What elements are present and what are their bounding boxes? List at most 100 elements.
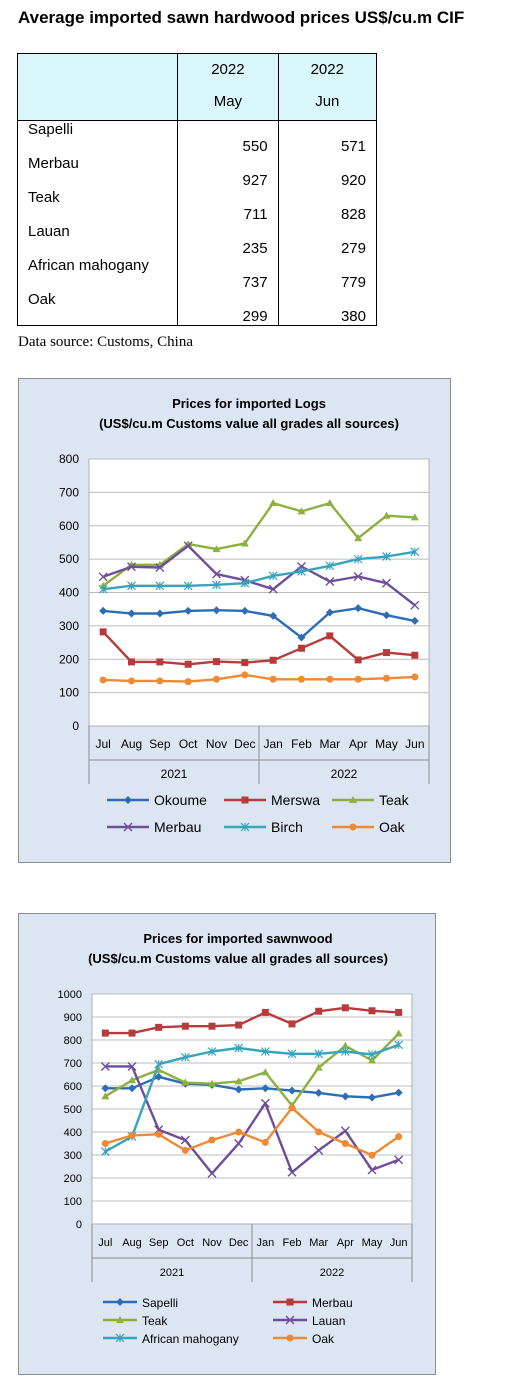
data-point-marker xyxy=(410,547,420,557)
price-table: 2022 May 2022 Jun Sapelli Merbau Teak La… xyxy=(16,53,378,326)
x-tick-label: Jun xyxy=(405,737,424,751)
x-tick-label: Oct xyxy=(177,1237,194,1249)
data-point-marker xyxy=(315,1007,323,1015)
data-point-marker xyxy=(234,1139,244,1148)
x-tick-label: Jan xyxy=(256,1237,274,1249)
data-point-marker xyxy=(155,1130,163,1138)
legend-label: Teak xyxy=(379,792,410,808)
data-point-marker xyxy=(383,649,390,657)
data-point-marker xyxy=(288,1086,296,1095)
data-point-marker xyxy=(325,576,335,586)
data-point-marker xyxy=(349,796,357,803)
price-value: 550 xyxy=(242,138,268,155)
data-point-marker xyxy=(184,540,193,548)
data-point-marker xyxy=(260,1098,270,1108)
data-point-marker xyxy=(240,606,249,615)
data-point-marker xyxy=(156,658,164,666)
series-line xyxy=(105,1006,399,1035)
data-point-marker xyxy=(212,545,221,553)
data-point-marker xyxy=(261,1138,269,1146)
table-header-jun: 2022 Jun xyxy=(277,53,378,121)
x-tick-label: Apr xyxy=(337,1237,354,1249)
data-point-marker xyxy=(383,674,390,682)
data-point-marker xyxy=(382,552,391,561)
jun-values-column: 571 920 828 279 779 380 xyxy=(277,120,378,326)
price-value: 828 xyxy=(340,206,366,223)
data-point-marker xyxy=(184,678,192,686)
species-name: Sapelli xyxy=(28,121,74,138)
data-point-marker xyxy=(354,534,363,542)
data-point-marker xyxy=(241,796,249,804)
price-value: 380 xyxy=(340,308,366,325)
chart-subtitle: (US$/cu.m Customs value all grades all s… xyxy=(88,951,388,966)
data-point-marker xyxy=(128,1029,136,1037)
data-point-marker xyxy=(128,1076,136,1084)
header-year: 2022 xyxy=(211,61,245,78)
data-point-marker xyxy=(181,1146,189,1154)
data-point-marker xyxy=(154,1059,164,1069)
x-tick-label: Mar xyxy=(309,1237,328,1249)
series-line xyxy=(105,1065,400,1175)
data-point-marker xyxy=(368,1007,376,1015)
data-point-marker xyxy=(207,1168,217,1178)
data-point-marker xyxy=(128,658,135,666)
data-point-marker xyxy=(326,675,334,683)
data-point-marker xyxy=(240,539,249,547)
legend-label: Teak xyxy=(142,1314,168,1328)
data-point-marker xyxy=(368,1093,376,1102)
header-year: 2022 xyxy=(310,61,344,78)
price-value: 737 xyxy=(242,274,268,291)
data-point-marker xyxy=(382,611,391,620)
data-point-marker xyxy=(212,569,221,579)
series-line xyxy=(104,1032,400,1107)
legend-label: Merbau xyxy=(312,1296,353,1310)
data-point-marker xyxy=(128,1131,136,1139)
data-point-marker xyxy=(268,571,278,581)
header-month: Jun xyxy=(315,93,340,110)
data-point-marker xyxy=(235,1021,243,1029)
data-point-marker xyxy=(341,1004,349,1012)
price-value: 711 xyxy=(243,206,268,223)
data-point-marker xyxy=(99,606,108,615)
data-point-marker xyxy=(394,1155,404,1165)
year-group-label: 2021 xyxy=(161,767,188,781)
data-point-marker xyxy=(314,1063,323,1071)
data-point-marker xyxy=(116,1298,124,1306)
y-tick-label: 600 xyxy=(64,1081,82,1093)
y-tick-label: 300 xyxy=(59,619,79,633)
y-tick-label: 800 xyxy=(59,452,79,466)
may-values-column: 550 927 711 235 737 299 xyxy=(177,120,279,326)
y-tick-label: 500 xyxy=(59,552,79,566)
data-point-marker xyxy=(269,656,277,664)
data-point-marker xyxy=(127,562,136,572)
price-value: 571 xyxy=(340,138,366,155)
data-point-marker xyxy=(180,1135,190,1145)
table-header-row: 2022 May 2022 Jun xyxy=(16,53,378,121)
sawnwood-chart-svg: Prices for imported sawnwood (US$/cu.m Cu… xyxy=(58,931,413,1346)
data-point-marker xyxy=(349,823,357,831)
data-point-marker xyxy=(286,1298,294,1306)
data-point-marker xyxy=(234,1077,243,1085)
data-point-marker xyxy=(297,633,306,642)
y-tick-label: 700 xyxy=(64,1058,82,1070)
data-point-marker xyxy=(98,572,108,582)
y-tick-label: 0 xyxy=(76,1219,82,1231)
series-line xyxy=(102,631,415,666)
y-tick-label: 400 xyxy=(59,586,79,600)
x-tick-label: Nov xyxy=(202,1237,222,1249)
data-point-marker xyxy=(127,581,136,591)
legend-label: Oak xyxy=(312,1332,335,1346)
data-point-marker xyxy=(268,584,278,594)
x-tick-label: May xyxy=(362,1237,383,1249)
x-tick-label: Apr xyxy=(349,737,368,751)
data-point-marker xyxy=(411,673,419,681)
x-tick-label: Sep xyxy=(149,1237,169,1249)
data-point-marker xyxy=(234,1085,243,1094)
legend-label: Sapelli xyxy=(142,1296,178,1310)
data-point-marker xyxy=(183,581,193,591)
year-group-label: 2021 xyxy=(160,1267,184,1279)
data-point-marker xyxy=(208,1136,216,1144)
data-point-marker xyxy=(123,822,133,832)
x-tick-label: Jul xyxy=(95,737,110,751)
chart-subtitle: (US$/cu.m Customs value all grades all s… xyxy=(99,416,399,431)
